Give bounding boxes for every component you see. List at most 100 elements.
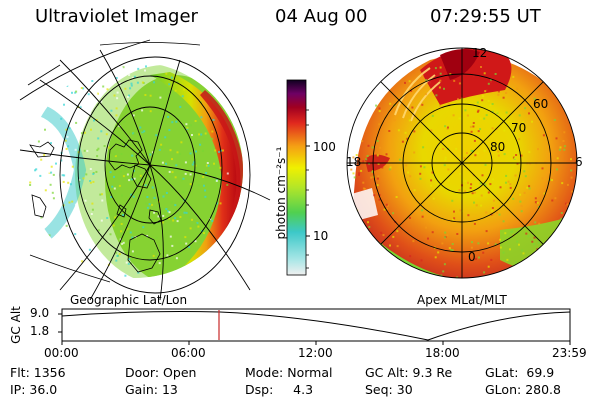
image-pixel: [435, 94, 438, 97]
image-pixel: [54, 178, 57, 181]
image-pixel: [153, 81, 155, 84]
image-pixel: [136, 81, 139, 84]
image-pixel: [446, 283, 448, 285]
image-pixel: [458, 82, 461, 85]
image-pixel: [523, 191, 526, 194]
image-pixel: [459, 172, 462, 175]
image-pixel: [396, 230, 399, 233]
image-pixel: [136, 65, 139, 67]
image-pixel: [521, 266, 524, 269]
image-pixel: [141, 131, 144, 134]
image-pixel: [119, 170, 122, 173]
image-pixel: [67, 145, 70, 148]
image-pixel: [217, 184, 220, 187]
image-pixel: [155, 134, 158, 137]
image-pixel: [29, 184, 32, 186]
image-pixel: [514, 174, 517, 177]
image-pixel: [424, 93, 427, 96]
image-pixel: [526, 260, 529, 263]
image-pixel: [544, 161, 547, 164]
image-pixel: [158, 222, 161, 225]
image-pixel: [122, 241, 125, 244]
image-pixel: [481, 99, 484, 102]
image-pixel: [80, 132, 83, 135]
image-pixel: [83, 131, 86, 134]
image-pixel: [429, 81, 432, 84]
image-pixel: [124, 87, 127, 90]
image-pixel: [482, 95, 484, 98]
image-pixel: [438, 86, 441, 89]
image-pixel: [476, 152, 479, 155]
image-pixel: [168, 170, 171, 173]
image-pixel: [73, 76, 76, 79]
image-pixel: [509, 183, 512, 186]
image-pixel: [506, 258, 509, 261]
image-pixel: [495, 111, 498, 113]
image-pixel: [477, 109, 480, 112]
image-pixel: [444, 156, 447, 159]
image-pixel: [473, 222, 476, 225]
image-pixel: [153, 211, 156, 214]
right-panel-caption: Apex MLat/MLT: [417, 293, 507, 307]
date-label: 04 Aug 00: [275, 6, 368, 27]
image-pixel: [115, 114, 118, 117]
image-pixel: [522, 252, 525, 255]
image-pixel: [407, 171, 410, 174]
image-pixel: [427, 194, 430, 197]
image-pixel: [444, 125, 447, 128]
image-pixel: [145, 202, 148, 205]
image-pixel: [518, 243, 520, 246]
image-pixel: [159, 96, 162, 99]
image-pixel: [202, 176, 205, 178]
image-pixel: [485, 230, 488, 233]
image-pixel: [201, 149, 204, 152]
image-pixel: [502, 96, 505, 99]
image-pixel: [425, 79, 428, 82]
left-panel-caption: Geographic Lat/Lon: [70, 293, 188, 307]
image-pixel: [510, 231, 513, 234]
image-pixel: [490, 78, 492, 81]
image-pixel: [471, 192, 474, 195]
image-pixel: [49, 183, 52, 186]
image-pixel: [149, 110, 152, 113]
image-pixel: [412, 240, 415, 243]
image-pixel: [437, 281, 439, 283]
image-pixel: [165, 192, 168, 194]
image-pixel: [382, 234, 385, 237]
image-pixel: [160, 143, 163, 146]
image-pixel: [458, 117, 461, 120]
image-pixel: [124, 168, 127, 171]
image-pixel: [421, 103, 424, 106]
image-pixel: [467, 181, 469, 184]
image-pixel: [161, 146, 163, 148]
image-pixel: [421, 74, 424, 77]
image-pixel: [126, 206, 129, 209]
image-pixel: [130, 178, 133, 181]
image-pixel: [90, 213, 93, 215]
image-pixel: [499, 186, 502, 189]
image-pixel: [115, 107, 118, 110]
image-pixel: [512, 156, 515, 159]
image-pixel: [74, 233, 77, 236]
image-pixel: [563, 131, 566, 134]
image-pixel: [499, 246, 502, 249]
image-pixel: [380, 243, 383, 246]
image-pixel: [120, 223, 123, 225]
image-pixel: [204, 195, 207, 198]
image-pixel: [144, 94, 147, 96]
image-pixel: [167, 210, 169, 213]
image-pixel: [421, 209, 424, 212]
image-pixel: [96, 155, 99, 158]
image-pixel: [65, 224, 68, 227]
image-pixel: [411, 106, 414, 109]
image-pixel: [211, 137, 214, 140]
image-pixel: [109, 171, 112, 174]
image-pixel: [204, 132, 207, 135]
image-pixel: [129, 231, 132, 234]
image-pixel: [18, 161, 20, 163]
image-pixel: [388, 130, 391, 132]
image-pixel: [537, 148, 539, 151]
image-pixel: [91, 202, 94, 205]
image-pixel: [364, 161, 367, 164]
